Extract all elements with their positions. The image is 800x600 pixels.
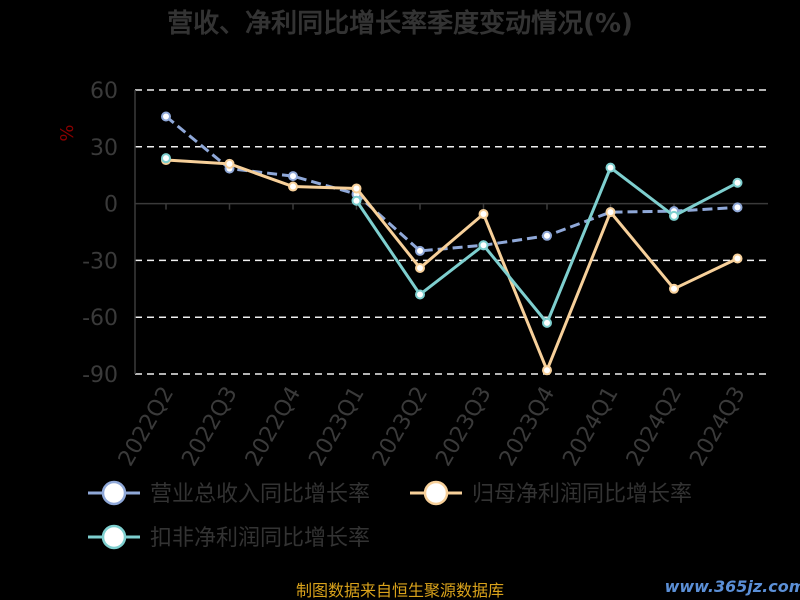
- series-line: [165, 115, 738, 253]
- series-3: [161, 153, 743, 328]
- data-point: [478, 240, 489, 251]
- legend-swatch-marker: [101, 524, 127, 550]
- data-point: [542, 365, 552, 376]
- x-tick-label: 2022Q3: [177, 383, 242, 471]
- series-line: [165, 158, 739, 372]
- data-point: [351, 183, 362, 194]
- x-tick-label: 2024Q3: [685, 383, 750, 471]
- x-tick-label: 2023Q3: [431, 383, 496, 471]
- data-point: [415, 245, 425, 256]
- y-axis-label: %: [57, 124, 78, 141]
- data-point: [351, 195, 362, 206]
- y-tick-label: -60: [82, 306, 118, 331]
- x-tick-label: 2023Q1: [304, 383, 369, 471]
- data-point: [161, 111, 171, 122]
- x-tick-label: 2023Q2: [368, 383, 433, 471]
- x-tick-label: 2024Q1: [558, 383, 623, 471]
- data-point: [605, 207, 616, 218]
- axes: 60300-30-60-902022Q22022Q32022Q42023Q120…: [82, 79, 768, 471]
- y-tick-label: 30: [90, 136, 118, 161]
- x-tick-label: 2022Q4: [241, 383, 306, 471]
- legend-item: 营业总收入同比增长率: [88, 480, 370, 507]
- data-point: [224, 158, 235, 169]
- data-point: [288, 181, 298, 192]
- watermark: www.365jz.com: [665, 577, 800, 596]
- legend-item: 归母净利润同比增长率: [410, 480, 692, 507]
- data-point: [415, 289, 425, 300]
- data-point: [288, 171, 298, 182]
- y-tick-label: 0: [104, 193, 118, 218]
- legend-label: 归母净利润同比增长率: [472, 482, 692, 507]
- x-tick-label: 2024Q2: [622, 383, 687, 471]
- y-tick-label: -30: [82, 249, 118, 274]
- series-2: [161, 155, 743, 376]
- source-note: 制图数据来自恒生聚源数据库: [296, 581, 504, 600]
- y-tick-label: 60: [90, 79, 118, 104]
- data-point: [732, 202, 743, 213]
- chart-title: 营收、净利同比增长率季度变动情况(%): [167, 8, 633, 39]
- legend-label: 营业总收入同比增长率: [150, 482, 370, 507]
- legend-swatch-marker: [101, 480, 127, 506]
- data-point: [161, 153, 171, 164]
- legend-item: 扣非净利润同比增长率: [88, 524, 370, 551]
- series-group: [161, 111, 743, 376]
- data-point: [478, 209, 489, 220]
- x-tick-label: 2022Q2: [114, 383, 179, 471]
- data-point: [669, 210, 679, 221]
- data-point: [542, 230, 552, 241]
- x-tick-label: 2023Q4: [495, 383, 560, 471]
- y-tick-label: -90: [82, 363, 118, 388]
- data-point: [732, 177, 743, 188]
- grid: [135, 89, 768, 375]
- data-point: [605, 162, 616, 173]
- legend-swatch-marker: [423, 480, 449, 506]
- data-point: [732, 253, 743, 264]
- data-point: [669, 283, 679, 294]
- data-point: [415, 262, 425, 273]
- legend-label: 扣非净利润同比增长率: [150, 526, 370, 551]
- series-1: [161, 111, 743, 256]
- data-point: [542, 317, 552, 328]
